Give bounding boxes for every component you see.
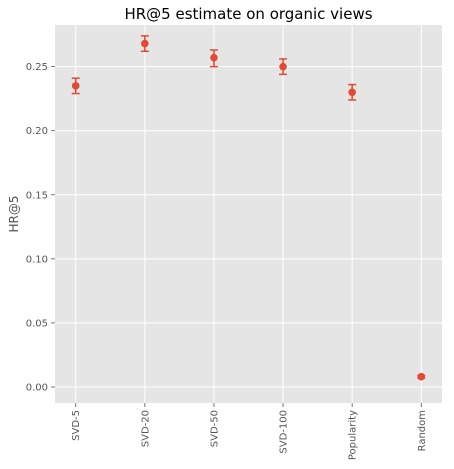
x-axis-ticks: SVD-5 SVD-20 SVD-50 SVD-100 Popularity Random (71, 403, 428, 460)
data-point-group (209, 49, 218, 68)
x-tick-label: SVD-100 (279, 410, 290, 454)
y-tick-label: 0.00 (26, 382, 48, 393)
data-point-group (348, 83, 357, 101)
y-tick-label: 0.05 (26, 318, 48, 329)
y-tick-label: 0.25 (26, 62, 48, 73)
x-tick-label: SVD-50 (209, 410, 220, 447)
data-point (210, 53, 218, 62)
data-point (279, 62, 287, 71)
data-point (141, 39, 149, 48)
data-point-group (140, 35, 149, 53)
x-tick-label: SVD-20 (140, 410, 151, 447)
plot-area (55, 25, 442, 403)
y-tick-label: 0.15 (26, 190, 48, 201)
chart-title: HR@5 estimate on organic views (124, 5, 372, 23)
data-point-group (417, 372, 426, 381)
data-point (71, 82, 80, 90)
x-tick-label: Popularity (348, 410, 359, 460)
x-tick-label: SVD-5 (71, 410, 82, 441)
y-tick-label: 0.10 (26, 254, 48, 265)
y-axis-label: HR@5 (7, 196, 21, 233)
y-axis-ticks: 0.00 0.05 0.10 0.15 0.20 0.25 (26, 62, 55, 393)
data-marks (71, 35, 426, 381)
data-point-group (279, 58, 288, 76)
data-point-group (71, 77, 80, 95)
x-tick-label: Random (417, 410, 428, 451)
y-tick-label: 0.20 (26, 126, 48, 137)
data-point (348, 88, 356, 97)
data-point (417, 372, 426, 381)
